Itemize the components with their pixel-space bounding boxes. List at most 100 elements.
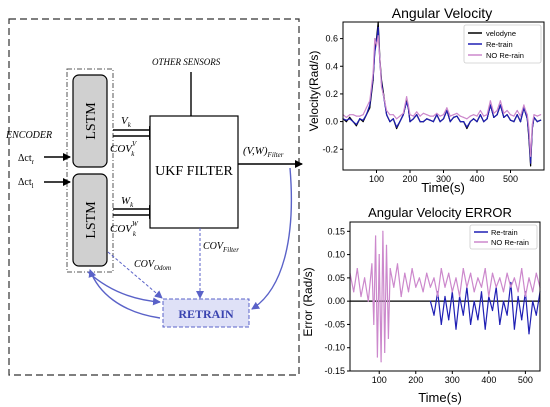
chart1-xtick-label: 100 [369, 174, 384, 184]
chart2-xtick-label: 300 [445, 375, 460, 385]
chart1-point-no-re-rain [389, 114, 391, 116]
chart2-point-no-re-rain [444, 286, 446, 288]
chart1-point-no-re-rain [396, 118, 398, 120]
chart1-point-no-re-rain [359, 115, 361, 117]
chart1-ytick-label: 0.2 [325, 89, 338, 99]
chart1-point-no-re-rain [516, 109, 518, 112]
chart1-point-no-re-rain [375, 44, 378, 47]
chart2-point-no-re-rain [484, 268, 486, 270]
chart1-point-re-train [362, 119, 364, 121]
chart2-point-re-train [440, 323, 442, 325]
chart1-point-re-train [406, 101, 408, 103]
chart1-point-re-train [432, 121, 434, 123]
chart1-point-no-re-rain [426, 114, 428, 116]
chart1-point-re-train [396, 126, 398, 128]
chart1-point-no-re-rain [369, 100, 371, 102]
diagram-border [8, 18, 300, 376]
chart2-point-no-re-rain [371, 263, 373, 265]
chart1-axis-ticks: 100 200 300 400 500 -0.2 0.0 0.2 0.4 0.6 [322, 34, 518, 184]
chart2-point-re-train [433, 314, 435, 316]
chart2-point-no-re-rain [426, 272, 428, 274]
chart2-plot-area [349, 230, 541, 363]
input-delta-r: Δctr [18, 153, 35, 166]
chart1-ytick-label: 0.0 [325, 117, 338, 127]
chart1-point-re-train [349, 118, 351, 120]
chart2-point-no-re-rain [376, 356, 378, 358]
chart1-point-re-train [476, 121, 478, 123]
chart1-point-no-re-rain [473, 114, 475, 116]
chart1-point-re-train [392, 118, 394, 120]
chart2-point-no-re-rain [418, 277, 420, 279]
output-label: (V,W)Filter [243, 145, 284, 159]
chart2-point-no-re-rain [429, 286, 431, 288]
chart1-point-no-re-rain [469, 115, 471, 117]
chart1-point-no-re-rain [439, 115, 441, 117]
chart1-ytick-label: 0.6 [325, 34, 338, 44]
chart2-point-no-re-rain [382, 230, 384, 232]
chart1-point-re-train [419, 121, 421, 123]
chart2-point-re-train [510, 281, 512, 284]
chart2-point-re-train [528, 333, 530, 335]
chart1-point-no-re-rain [453, 114, 455, 116]
chart1-point-no-re-rain [513, 115, 515, 117]
chart2-point-re-train [484, 328, 486, 330]
chart1-point-velodyne [396, 127, 398, 130]
chart2-ytick-label: 0.00 [327, 296, 345, 306]
chart2-legend: Re-train NO Re-rain [469, 224, 538, 250]
chart1-point-re-train [469, 121, 471, 123]
chart1-point-no-re-rain [407, 104, 409, 106]
chart1-point-no-re-rain [531, 123, 533, 125]
chart1-point-no-re-rain [362, 114, 364, 116]
chart2-point-no-re-rain [375, 235, 377, 237]
chart2-point-no-re-rain [407, 291, 410, 293]
chart1-point-re-train [377, 26, 379, 29]
chart1-point-no-re-rain [499, 100, 501, 102]
chart2-point-no-re-rain [470, 272, 472, 274]
chart2-point-no-re-rain [396, 263, 399, 265]
chart1-point-re-train [519, 121, 522, 123]
chart1-point-re-train [359, 118, 361, 120]
chart2-point-no-re-rain [387, 337, 389, 339]
retrain-label: RETRAIN [178, 307, 234, 321]
wk-label: Wk [121, 195, 134, 209]
chart1-xtick-label: 200 [402, 174, 417, 184]
chart2-xtick-label: 100 [372, 375, 387, 385]
chart2-point-re-train [473, 300, 475, 302]
system-diagram: LSTM LSTM ENCODER Δctr Δctl Vk COVV k Wk … [5, 18, 303, 376]
chart1-point-re-train [506, 114, 508, 116]
chart1-point-re-train [499, 104, 501, 106]
chart2-point-re-train [462, 314, 464, 316]
chart2-series-no-re-rain [349, 230, 541, 363]
input-delta-l: Δctl [18, 177, 34, 190]
chart2-point-no-re-rain [404, 272, 406, 274]
chart1-series-no-re-rain [342, 35, 541, 157]
chart1-point-no-re-rain [509, 114, 512, 116]
chart1-point-no-re-rain [399, 115, 401, 117]
chart1-point-no-re-rain [523, 104, 525, 106]
chart1-point-no-re-rain [355, 115, 357, 117]
chart1-point-no-re-rain [377, 35, 379, 37]
chart2-point-re-train [517, 295, 519, 298]
chart2-point-no-re-rain [437, 295, 439, 298]
chart2-xtick-label: 400 [481, 375, 496, 385]
chart1-point-re-train [386, 114, 388, 116]
chart1-ytick-label: -0.2 [322, 144, 338, 154]
chart1-point-re-train [493, 116, 495, 118]
chart2-point-re-train [532, 300, 534, 302]
chart2-point-no-re-rain [393, 286, 395, 288]
chart2-point-no-re-rain [411, 268, 413, 270]
chart1-point-velodyne [349, 116, 351, 118]
chart2-point-no-re-rain [451, 291, 453, 293]
chart2-legend-box [469, 224, 538, 250]
chart2-frame [349, 221, 541, 372]
chart2-point-re-train [480, 291, 483, 293]
chart1-point-no-re-rain [506, 109, 508, 112]
chart2-point-no-re-rain [353, 291, 355, 293]
chart2-point-re-train [455, 328, 457, 330]
chart2-point-no-re-rain [415, 286, 417, 288]
chart2-point-no-re-rain [380, 361, 382, 363]
chart1-point-re-train [489, 104, 491, 106]
chart1-point-re-train [369, 104, 371, 106]
chart2-point-no-re-rain [506, 272, 508, 274]
